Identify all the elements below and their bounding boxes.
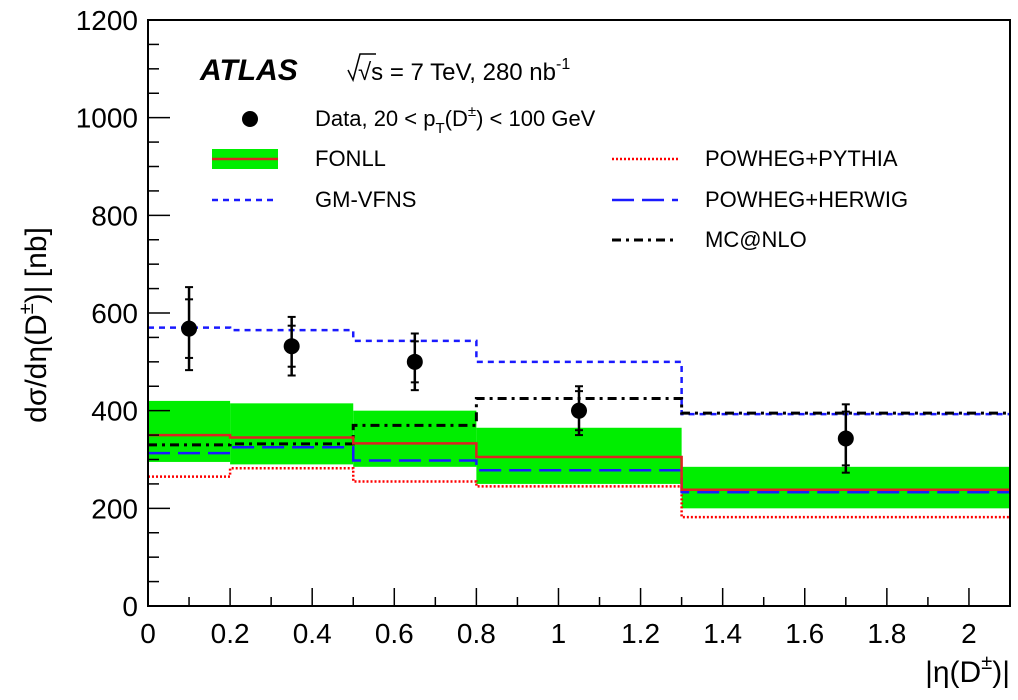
fonll-band-bin (353, 410, 477, 467)
x-tick-label: 0.8 (457, 618, 496, 649)
data-point (406, 353, 423, 370)
lumi-exponent: -1 (556, 56, 570, 73)
x-axis-label: |η(D±)| (925, 652, 1010, 689)
data-point (571, 402, 587, 419)
energy-label: √s = 7 TeV, 280 nb-1 (347, 53, 570, 86)
legend: Data, 20 < pT(D±) < 100 GeV FONLL GM-VFN… (212, 103, 908, 252)
y-tick-label: 1200 (76, 5, 138, 36)
x-tick-label: 1.2 (621, 618, 660, 649)
x-tick-label: 0.4 (293, 618, 332, 649)
legend-gmvfns-label: GM-VFNS (315, 187, 416, 212)
y-axis-label-sup: ± (16, 303, 38, 314)
y-tick-label: 0 (122, 591, 138, 622)
legend-powheg-herwig-label: POWHEG+HERWIG (705, 187, 908, 212)
series-line-mc-nlo (148, 396, 1010, 447)
x-axis-label-main: |η(D (925, 656, 981, 689)
svg-text:√s = 7 TeV, 280 nb-1: √s = 7 TeV, 280 nb-1 (358, 56, 570, 86)
y-tick-label: 800 (91, 200, 138, 231)
fonll-band-bin (230, 403, 354, 465)
y-tick-label: 1000 (76, 103, 138, 134)
axis-ticks: 0 0.2 0.4 0.6 0.8 1 1.2 1.4 1.6 1.8 2 0 200 400 600 800… (76, 5, 977, 649)
energy-text: √s = 7 TeV, 280 nb (358, 59, 556, 86)
series-line-fonll (148, 433, 1010, 492)
fonll-band-bin (681, 466, 1010, 509)
legend-powheg-pythia-label: POWHEG+PYTHIA (705, 146, 898, 171)
y-axis-label-main: dσ/dη(D (20, 314, 53, 423)
x-tick-label: 1.4 (703, 618, 742, 649)
x-tick-label: 0.6 (375, 618, 414, 649)
x-tick-label: 1.6 (785, 618, 824, 649)
x-tick-label: 2 (961, 618, 977, 649)
legend-data-marker (242, 111, 258, 127)
x-tick-label: 0 (140, 618, 156, 649)
series-line-powheg-pythia (148, 467, 1010, 519)
y-axis-label-close: )| [nb] (20, 227, 53, 303)
data-point (181, 320, 198, 337)
data-point (283, 338, 300, 355)
x-tick-label: 1 (551, 618, 567, 649)
data-point (837, 430, 854, 447)
y-tick-label: 400 (91, 396, 138, 427)
legend-data-label: Data, 20 < pT(D±) < 100 GeV (315, 103, 596, 137)
x-tick-label: 1.8 (867, 618, 906, 649)
experiment-label: ATLAS (199, 54, 298, 87)
sqrt-sign (347, 53, 376, 83)
x-tick-label: 0.2 (211, 618, 250, 649)
legend-fonll-label: FONLL (315, 146, 386, 171)
y-tick-label: 200 (91, 493, 138, 524)
legend-mcnlo-label: MC@NLO (705, 227, 807, 252)
x-axis-label-sup: ± (981, 652, 992, 674)
plot-area (148, 286, 1010, 519)
y-axis-label: dσ/dη(D±)| [nb] (16, 227, 53, 423)
x-axis-label-close: )| (992, 656, 1010, 689)
y-tick-label: 600 (91, 298, 138, 329)
